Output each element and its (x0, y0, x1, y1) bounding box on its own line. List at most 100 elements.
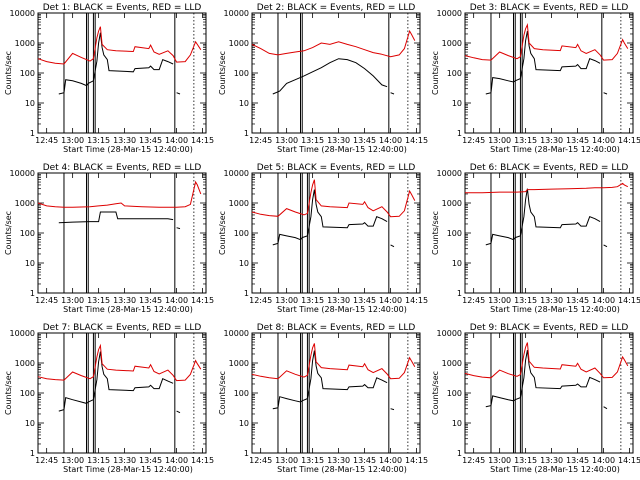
plot-frame (251, 12, 421, 134)
y-tick-label: 10000 (224, 169, 249, 178)
series-line-events (176, 410, 181, 414)
x-axis-label: Start Time (28-Mar-15 12:40:00) (63, 145, 193, 154)
plot-frame (464, 12, 634, 134)
x-tick-label: 13:15 (514, 456, 537, 465)
series-line-lld (37, 26, 202, 65)
x-tick-label: 13:45 (566, 136, 589, 145)
x-tick-label: 14:00 (592, 296, 615, 305)
panel-title: Det 8: BLACK = Events, RED = LLD (257, 323, 416, 333)
panel-det-1: Det 1: BLACK = Events, RED = LLD 1 10 100 10… (4, 3, 214, 154)
y-tick-label: 100 (234, 229, 249, 238)
x-tick-label: 14:15 (618, 456, 640, 465)
y-tick-label: 1 (244, 289, 249, 298)
y-tick-label: 100 (447, 229, 462, 238)
y-tick-label: 10000 (224, 329, 249, 338)
x-tick-label: 12:45 (462, 136, 485, 145)
series-line-events (272, 350, 388, 410)
x-tick-label: 13:30 (540, 136, 563, 145)
x-tick-label: 13:00 (61, 456, 84, 465)
x-tick-label: 14:00 (592, 136, 615, 145)
panel-det-2: Det 2: BLACK = Events, RED = LLD 1 10 100 10… (218, 3, 428, 154)
x-tick-label: 13:15 (301, 296, 324, 305)
x-tick-label: 13:00 (275, 296, 298, 305)
x-tick-label: 14:15 (405, 136, 428, 145)
panel-title: Det 1: BLACK = Events, RED = LLD (43, 3, 202, 13)
plot-frame (251, 172, 421, 294)
panel-title: Det 7: BLACK = Events, RED = LLD (43, 323, 202, 333)
x-tick-label: 12:45 (35, 136, 58, 145)
panel-det-4: Det 4: BLACK = Events, RED = LLD 1 10 100 10… (4, 163, 214, 314)
x-tick-label: 13:30 (540, 456, 563, 465)
panel-title: Det 2: BLACK = Events, RED = LLD (257, 3, 416, 13)
x-tick-label: 14:15 (405, 296, 428, 305)
x-axis-label: Start Time (28-Mar-15 12:40:00) (490, 465, 620, 474)
series-line-lld (251, 179, 416, 218)
x-axis-label: Start Time (28-Mar-15 12:40:00) (277, 145, 407, 154)
y-tick-label: 1 (30, 129, 35, 138)
x-tick-label: 13:15 (301, 456, 324, 465)
y-tick-label: 10 (25, 99, 35, 108)
x-tick-label: 13:00 (488, 136, 511, 145)
y-tick-label: 1 (30, 289, 35, 298)
x-tick-label: 12:45 (35, 456, 58, 465)
x-tick-label: 14:15 (618, 296, 640, 305)
x-tick-label: 13:15 (301, 136, 324, 145)
x-tick-label: 12:45 (462, 296, 485, 305)
x-tick-label: 13:30 (540, 296, 563, 305)
panel-title: Det 6: BLACK = Events, RED = LLD (470, 163, 629, 173)
x-tick-label: 13:45 (353, 456, 376, 465)
panel-title: Det 9: BLACK = Events, RED = LLD (470, 323, 629, 333)
y-tick-label: 100 (20, 69, 35, 78)
panel-det-8: Det 8: BLACK = Events, RED = LLD 1 10 100 10… (218, 323, 428, 474)
y-tick-label: 10 (452, 99, 462, 108)
panel-title: Det 4: BLACK = Events, RED = LLD (43, 163, 202, 173)
x-tick-label: 12:45 (249, 136, 272, 145)
y-tick-label: 1000 (442, 199, 462, 208)
plot-frame (37, 12, 207, 134)
y-tick-label: 10 (239, 419, 249, 428)
y-tick-label: 10 (452, 259, 462, 268)
x-axis-label: Start Time (28-Mar-15 12:40:00) (63, 305, 193, 314)
x-axis-label: Start Time (28-Mar-15 12:40:00) (277, 465, 407, 474)
y-tick-label: 10000 (437, 9, 462, 18)
series-line-events (390, 92, 395, 95)
y-tick-label: 100 (447, 69, 462, 78)
series-line-lld (464, 23, 629, 61)
y-tick-label: 10000 (224, 9, 249, 18)
y-axis-label: Counts/sec (431, 371, 440, 415)
x-tick-label: 13:45 (139, 296, 162, 305)
series-line-events (58, 351, 174, 412)
series-line-events (390, 244, 395, 248)
y-tick-label: 1000 (442, 39, 462, 48)
x-tick-label: 13:45 (139, 456, 162, 465)
x-axis-label: Start Time (28-Mar-15 12:40:00) (490, 145, 620, 154)
series-line-events (176, 227, 181, 230)
y-tick-label: 10000 (437, 329, 462, 338)
x-tick-label: 13:00 (488, 456, 511, 465)
x-tick-label: 14:00 (165, 296, 188, 305)
series-line-events (603, 244, 608, 248)
y-tick-label: 1000 (442, 359, 462, 368)
y-axis-label: Counts/sec (431, 51, 440, 95)
y-tick-label: 10 (25, 419, 35, 428)
series-line-lld (464, 342, 629, 379)
y-tick-label: 10 (25, 259, 35, 268)
x-tick-label: 14:00 (592, 456, 615, 465)
series-line-lld (251, 343, 416, 380)
y-tick-label: 1000 (15, 199, 35, 208)
plot-frame (37, 332, 207, 454)
y-tick-label: 10000 (10, 329, 35, 338)
plot-frame (464, 172, 634, 294)
y-tick-label: 1000 (15, 359, 35, 368)
x-tick-label: 13:00 (61, 136, 84, 145)
y-axis-label: Counts/sec (218, 51, 227, 95)
series-line-events (603, 92, 608, 95)
x-tick-label: 12:45 (249, 296, 272, 305)
y-tick-label: 10 (239, 259, 249, 268)
x-tick-label: 13:00 (275, 456, 298, 465)
y-tick-label: 100 (447, 389, 462, 398)
x-tick-label: 14:00 (165, 136, 188, 145)
x-axis-label: Start Time (28-Mar-15 12:40:00) (277, 305, 407, 314)
panel-det-3: Det 3: BLACK = Events, RED = LLD 1 10 100 10… (431, 3, 640, 154)
x-tick-label: 12:45 (35, 296, 58, 305)
